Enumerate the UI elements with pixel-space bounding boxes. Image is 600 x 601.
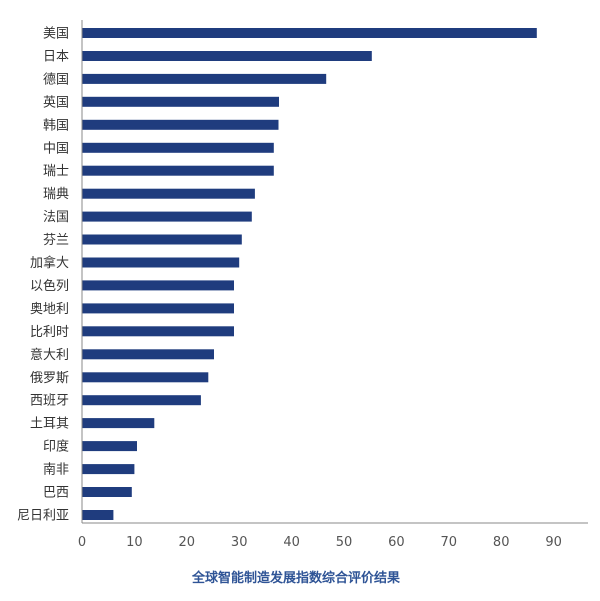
x-tick-label-3: 30 — [231, 535, 248, 550]
bar-12 — [82, 303, 234, 314]
bar-6 — [82, 165, 274, 176]
bar-4 — [82, 119, 279, 130]
category-label-6: 瑞士 — [43, 164, 69, 179]
bar-20 — [82, 487, 132, 497]
bar-15 — [82, 372, 209, 383]
category-label-7: 瑞典 — [43, 187, 69, 202]
x-tick-label-2: 20 — [179, 535, 196, 550]
category-label-16: 西班牙 — [30, 394, 69, 409]
category-label-4: 韩国 — [43, 118, 69, 133]
bar-17 — [82, 418, 155, 429]
bar-1 — [82, 51, 372, 61]
bar-8 — [82, 211, 252, 222]
category-label-9: 芬兰 — [43, 233, 69, 248]
category-label-1: 日本 — [43, 50, 69, 65]
bar-18 — [82, 441, 137, 452]
bar-13 — [82, 326, 234, 337]
bar-19 — [82, 464, 135, 475]
category-label-2: 德国 — [43, 72, 69, 87]
bar-11 — [82, 280, 234, 291]
x-tick-label-1: 10 — [126, 535, 143, 550]
x-tick-label-7: 70 — [441, 535, 458, 550]
x-tick-label-4: 40 — [283, 535, 300, 550]
category-label-5: 中国 — [43, 141, 69, 156]
x-axis: 0 10 20 30 40 50 60 70 80 90 — [78, 20, 588, 550]
chart-title: 全球智能制造发展指数综合评价结果 — [191, 570, 400, 586]
category-label-19: 南非 — [43, 462, 69, 478]
category-label-10: 加拿大 — [30, 255, 69, 271]
bars-layer — [82, 28, 537, 520]
category-label-15: 俄罗斯 — [30, 371, 69, 386]
category-label-20: 巴西 — [43, 486, 69, 501]
category-label-13: 比利时 — [30, 325, 69, 340]
x-tick-label-0: 0 — [78, 535, 86, 550]
category-label-3: 英国 — [43, 95, 69, 110]
bar-10 — [82, 257, 240, 268]
category-labels-layer: 美国日本德国英国韩国中国瑞士瑞典法国芬兰加拿大以色列奥地利比利时意大利俄罗斯西班… — [17, 27, 69, 524]
bar-14 — [82, 349, 214, 360]
category-label-8: 法国 — [43, 210, 69, 225]
bar-3 — [82, 96, 279, 107]
x-tick-label-6: 60 — [388, 535, 405, 550]
bar-5 — [82, 142, 274, 153]
x-tick-label-5: 50 — [336, 535, 353, 550]
bar-21 — [82, 510, 114, 520]
bar-9 — [82, 234, 242, 245]
category-label-12: 奥地利 — [30, 302, 69, 317]
category-label-21: 尼日利亚 — [17, 509, 69, 524]
category-label-18: 印度 — [43, 439, 69, 455]
bar-7 — [82, 188, 255, 199]
category-label-11: 以色列 — [30, 278, 69, 294]
x-tick-label-9: 90 — [545, 535, 562, 550]
bar-2 — [82, 73, 327, 84]
bar-16 — [82, 395, 201, 406]
bar-0 — [82, 28, 537, 38]
category-label-17: 土耳其 — [30, 417, 69, 432]
category-label-14: 意大利 — [30, 347, 69, 363]
x-tick-label-8: 80 — [493, 535, 510, 550]
category-label-0: 美国 — [43, 27, 69, 42]
